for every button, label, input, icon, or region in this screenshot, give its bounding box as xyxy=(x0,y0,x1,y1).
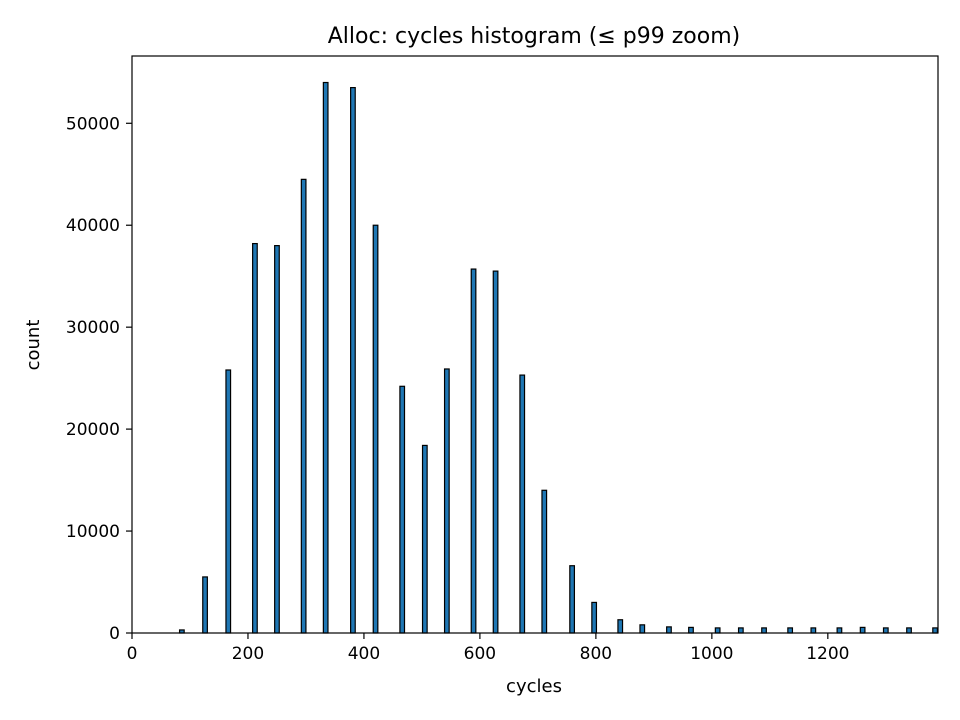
histogram-bar xyxy=(300,178,307,634)
x-tick-label: 800 xyxy=(580,644,612,664)
histogram-bar xyxy=(836,627,843,634)
histogram-bar xyxy=(932,627,938,634)
histogram-bar xyxy=(399,385,406,634)
x-tick-label: 600 xyxy=(464,644,496,664)
bars-group xyxy=(178,81,938,634)
histogram-bar xyxy=(737,627,744,634)
histogram-bar xyxy=(714,627,721,634)
histogram-bar xyxy=(225,369,232,634)
chart-title: Alloc: cycles histogram (≤ p99 zoom) xyxy=(328,24,741,49)
histogram-bar xyxy=(274,245,280,634)
histogram-bar xyxy=(372,224,379,634)
histogram-bar xyxy=(882,627,889,634)
y-tick-label: 30000 xyxy=(66,318,120,338)
y-tick-label: 50000 xyxy=(66,114,120,134)
x-tick-label: 400 xyxy=(348,644,380,664)
y-tick-label: 0 xyxy=(109,624,120,644)
histogram-bar xyxy=(322,81,329,634)
x-tick-label: 1200 xyxy=(806,644,849,664)
histogram-bar xyxy=(569,565,576,634)
plot-frame xyxy=(131,55,939,634)
histogram-bar xyxy=(350,86,356,634)
histogram-bar xyxy=(761,627,767,634)
histogram-bar xyxy=(541,489,548,634)
x-axis: 0 200 400 600 800 1000 1200 xyxy=(127,633,849,664)
histogram-bar xyxy=(666,626,672,634)
histogram-bar xyxy=(202,576,208,634)
histogram-bar xyxy=(519,374,526,634)
histogram-bar xyxy=(470,268,477,634)
y-tick-label: 40000 xyxy=(66,216,120,236)
histogram-bar xyxy=(688,626,694,634)
histogram-bar xyxy=(859,626,866,634)
histogram-bar xyxy=(906,627,912,634)
y-axis-label: count xyxy=(23,320,44,371)
x-tick-label: 1000 xyxy=(690,644,733,664)
x-tick-label: 0 xyxy=(127,644,138,664)
histogram-bar xyxy=(617,619,624,634)
y-axis: 0 10000 20000 30000 40000 50000 xyxy=(66,114,132,644)
y-tick-label: 20000 xyxy=(66,420,120,440)
histogram-bar xyxy=(252,242,258,634)
histogram-bar xyxy=(591,601,598,634)
x-tick-label: 200 xyxy=(232,644,264,664)
histogram-bar xyxy=(639,624,646,634)
y-tick-label: 10000 xyxy=(66,522,120,542)
histogram-bar xyxy=(492,270,499,634)
histogram-bar xyxy=(810,627,817,634)
x-axis-label: cycles xyxy=(506,676,562,697)
histogram-bar xyxy=(443,368,450,634)
histogram-bar xyxy=(787,627,794,634)
histogram-bar xyxy=(421,444,428,634)
